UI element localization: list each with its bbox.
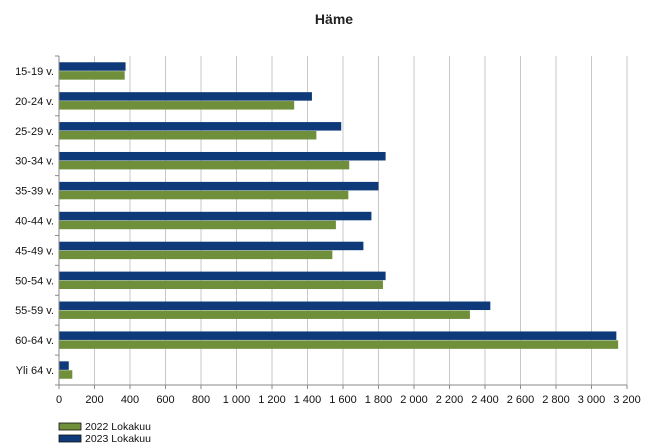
bar-2023-5	[59, 211, 372, 221]
x-tick-label-5: 1 000	[223, 394, 251, 406]
bar-2022-0	[59, 71, 125, 80]
y-tick-label-0: 15-19 v.	[15, 66, 54, 78]
x-tick-label-3: 600	[156, 394, 174, 406]
y-tick-label-5: 40-44 v.	[15, 216, 54, 228]
y-tick-label-3: 30-34 v.	[15, 156, 54, 168]
grid-lines	[94, 56, 628, 385]
x-tick-label-15: 3 000	[578, 394, 606, 406]
x-tick-label-7: 1 400	[294, 394, 322, 406]
y-tick-label-1: 20-24 v.	[15, 96, 54, 108]
x-tick-label-4: 800	[192, 394, 210, 406]
y-tick-label-4: 35-39 v.	[15, 186, 54, 198]
x-tick-label-0: 0	[56, 394, 62, 406]
y-tick-label-9: 60-64 v.	[15, 335, 54, 347]
x-tick-label-13: 2 600	[507, 394, 535, 406]
legend-label-1: 2023 Lokakuu	[85, 433, 151, 445]
y-tick-label-8: 55-59 v.	[15, 305, 54, 317]
bar-2022-7	[59, 280, 383, 290]
x-tick-labels: 0 200 400 600 800 1 000 1 200 1 400 1 600 1 800 2 …	[56, 394, 641, 406]
bar-2023-3	[59, 151, 386, 161]
x-tick-label-9: 1 800	[365, 394, 393, 406]
bar-2023-2	[59, 122, 342, 131]
y-tick-label-10: Yli 64 v.	[16, 365, 54, 377]
y-tick-label-7: 50-54 v.	[15, 275, 54, 287]
x-tick-label-1: 200	[85, 394, 103, 406]
bars	[59, 62, 619, 379]
x-tick-label-8: 1 600	[329, 394, 357, 406]
bar-2022-1	[59, 101, 295, 110]
x-tick-label-14: 2 800	[542, 394, 570, 406]
x-tick-label-11: 2 200	[436, 394, 464, 406]
legend-swatch-1	[58, 434, 82, 443]
x-tick-label-10: 2 000	[400, 394, 428, 406]
y-tick-label-2: 25-29 v.	[15, 126, 54, 138]
bar-2023-0	[59, 62, 126, 71]
y-tick-labels: 15-19 v. 20-24 v. 25-29 v. 30-34 v. 35-39 v.…	[15, 66, 54, 377]
bar-2023-1	[59, 92, 312, 101]
bar-2023-7	[59, 271, 386, 281]
bar-2023-4	[59, 181, 379, 191]
bar-2023-8	[59, 301, 491, 311]
x-tick-label-6: 1 200	[258, 394, 286, 406]
axes	[55, 55, 628, 389]
bar-2022-3	[59, 160, 350, 170]
bar-2023-6	[59, 241, 364, 251]
bar-2022-6	[59, 250, 333, 260]
bar-2022-4	[59, 190, 349, 200]
x-tick-label-2: 400	[121, 394, 139, 406]
bar-2023-10	[59, 361, 69, 370]
legend-swatch-0	[58, 422, 82, 431]
chart-title: Häme	[315, 11, 353, 27]
x-tick-label-16: 3 200	[613, 394, 641, 406]
bar-2022-2	[59, 130, 317, 140]
x-tick-label-12: 2 400	[471, 394, 499, 406]
bar-2022-5	[59, 220, 336, 230]
legend-label-0: 2022 Lokakuu	[85, 421, 151, 433]
bar-2023-9	[59, 331, 617, 340]
bar-2022-8	[59, 310, 470, 319]
bar-2022-10	[59, 370, 73, 379]
bar-2022-9	[59, 340, 619, 349]
y-tick-label-6: 45-49 v.	[15, 245, 54, 257]
